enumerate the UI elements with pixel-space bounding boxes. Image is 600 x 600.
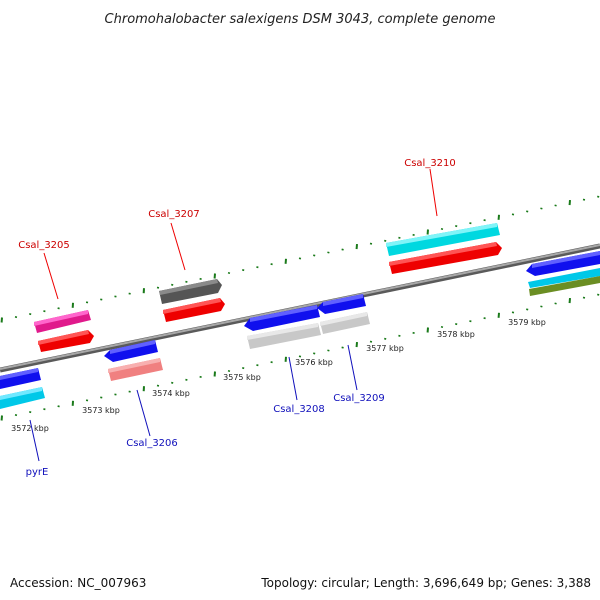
gene-arrow-highlight xyxy=(110,340,155,354)
leader-line xyxy=(170,222,186,271)
gene-arrow-highlight xyxy=(532,251,600,268)
kbp-label: 3576 kbp xyxy=(295,358,333,367)
kbp-label: 3579 kbp xyxy=(508,318,546,327)
gene-csal-3210[interactable] xyxy=(386,223,502,274)
gene-label-pyre[interactable]: pyrE xyxy=(26,467,49,478)
gene-csal-3205[interactable] xyxy=(34,310,94,352)
gene-csal-3208[interactable] xyxy=(244,305,321,349)
leader-line xyxy=(43,252,59,300)
kbp-label: 3578 kbp xyxy=(437,330,475,339)
gene-arrow[interactable] xyxy=(529,276,600,296)
gene-arrow-highlight xyxy=(0,368,38,380)
kbp-label: 3575 kbp xyxy=(223,373,261,382)
gene-pyre[interactable] xyxy=(0,368,45,409)
leader-line xyxy=(288,356,298,401)
kbp-label: 3577 kbp xyxy=(366,344,404,353)
genome-backbone-highlight xyxy=(0,244,600,370)
kbp-label: 3572 kbp xyxy=(11,424,49,433)
accession-text: Accession: NC_007963 xyxy=(10,576,146,590)
gene-label-csal-3209[interactable]: Csal_3209 xyxy=(333,393,385,404)
label-leaders xyxy=(29,168,438,462)
kbp-label: 3573 kbp xyxy=(82,406,120,415)
kbp-labels: 3572 kbp 3573 kbp 3574 kbp 3575 kbp 3576… xyxy=(11,318,546,433)
gene-arrow-highlight xyxy=(250,305,317,322)
reverse-gene-track xyxy=(0,251,600,409)
gene-arrow-highlight xyxy=(159,279,218,295)
gene-csal-3206[interactable] xyxy=(104,340,163,381)
gene-arrow[interactable] xyxy=(528,268,600,288)
gene-arrow-highlight xyxy=(389,242,497,266)
gene-arrow-highlight xyxy=(38,330,89,345)
gene-arrow-highlight xyxy=(386,223,497,247)
gene-label-csal-3205[interactable]: Csal_3205 xyxy=(18,240,70,251)
gene-arrow-highlight xyxy=(247,323,318,340)
gene-labels: Csal_3205 Csal_3207 Csal_3210 pyrE Csal_… xyxy=(18,158,456,478)
kbp-label: 3574 kbp xyxy=(152,389,190,398)
gene-csal-3207[interactable] xyxy=(159,279,225,322)
gene-csal-3209[interactable] xyxy=(317,294,370,334)
map-title: Chromohalobacter salexigens DSM 3043, co… xyxy=(105,12,496,27)
gene-unlabeled-right[interactable] xyxy=(526,251,600,296)
leader-line xyxy=(29,419,40,462)
gene-arrow-highlight xyxy=(163,298,221,314)
gene-label-csal-3210[interactable]: Csal_3210 xyxy=(404,158,456,169)
gene-label-csal-3206[interactable]: Csal_3206 xyxy=(126,438,178,449)
genome-summary-text: Topology: circular; Length: 3,696,649 bp… xyxy=(260,576,591,590)
gene-arrow-highlight xyxy=(0,387,42,400)
gene-label-csal-3207[interactable]: Csal_3207 xyxy=(148,209,200,220)
gene-arrow-highlight xyxy=(323,294,363,306)
gene-arrow-highlight xyxy=(108,358,160,373)
gene-arrow-highlight xyxy=(320,312,367,326)
upper-tick-track xyxy=(0,195,600,323)
forward-gene-track xyxy=(34,223,502,352)
lower-tick-track xyxy=(0,293,600,421)
gene-label-csal-3208[interactable]: Csal_3208 xyxy=(273,404,325,415)
gene-arrow-highlight xyxy=(34,310,88,326)
leader-line xyxy=(347,344,358,391)
leader-line xyxy=(136,389,151,437)
leader-line xyxy=(429,168,438,217)
